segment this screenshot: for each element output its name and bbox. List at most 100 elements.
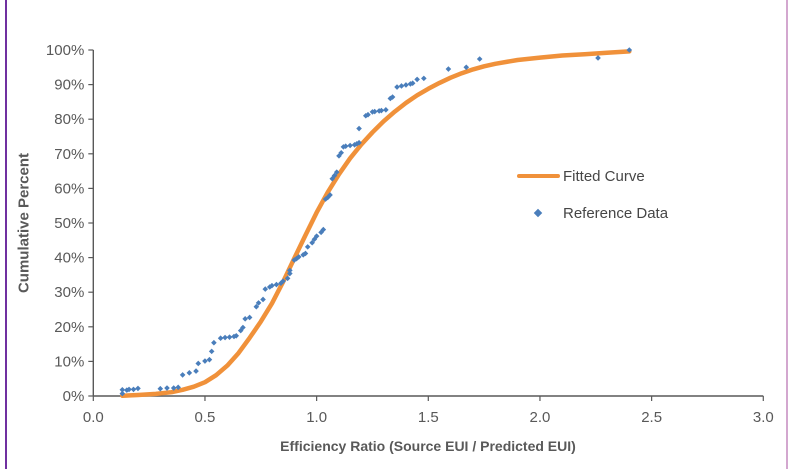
data-point-diamond xyxy=(394,84,400,90)
data-point-diamond xyxy=(226,334,233,340)
data-point-diamond xyxy=(626,47,633,53)
y-tick-label: 20% xyxy=(54,319,84,336)
data-point-diamond xyxy=(164,385,170,391)
legend: Fitted Curve Reference Data xyxy=(517,165,668,224)
data-point-diamond xyxy=(342,143,349,149)
data-point-diamond xyxy=(356,139,362,146)
data-point-diamond xyxy=(338,149,344,156)
y-tick-label: 60% xyxy=(54,180,84,197)
x-tick-label: 2.0 xyxy=(530,409,551,426)
y-tick-label: 0% xyxy=(63,388,85,405)
data-point-diamond xyxy=(407,81,414,87)
data-point-diamond xyxy=(347,142,353,149)
fitted-curve-line xyxy=(120,49,632,398)
data-point-diamond xyxy=(463,64,470,71)
data-point-diamond xyxy=(240,324,246,331)
data-point-diamond xyxy=(322,196,329,202)
data-point-diamond xyxy=(280,278,286,284)
data-point-diamond xyxy=(222,334,228,341)
data-point-diamond xyxy=(273,281,280,288)
data-point-diamond xyxy=(208,348,215,355)
y-tick-label: 70% xyxy=(54,146,84,163)
data-point-diamond xyxy=(266,284,273,290)
y-tick-label: 30% xyxy=(54,284,84,301)
tick-labels: 0.0 0.5 1.0 1.5 2.0 2.5 3.0 0% 10% 20% 30% 40% 50% 60… xyxy=(46,42,774,426)
data-point-diamond xyxy=(126,386,132,393)
data-point-diamond xyxy=(119,386,126,393)
data-point-diamond xyxy=(595,55,601,61)
data-point-diamond xyxy=(287,267,293,274)
tick-marks xyxy=(88,49,764,401)
data-point-diamond xyxy=(231,333,237,340)
data-point-diamond xyxy=(291,257,298,263)
data-point-diamond xyxy=(421,75,427,82)
data-point-diamond xyxy=(237,327,244,334)
data-point-diamond xyxy=(327,192,333,198)
data-point-diamond xyxy=(445,66,452,72)
data-point-diamond xyxy=(336,153,342,159)
data-point-diamond xyxy=(351,142,358,148)
x-tick-label: 0.5 xyxy=(195,409,216,426)
data-point-diamond xyxy=(287,270,293,277)
data-point-diamond xyxy=(331,172,338,179)
data-point-diamond xyxy=(313,233,320,239)
data-point-diamond xyxy=(170,385,177,391)
data-point-diamond xyxy=(202,358,208,364)
data-point-diamond xyxy=(302,250,309,257)
data-point-diamond xyxy=(304,244,311,250)
reference-data-points xyxy=(119,47,633,397)
data-point-diamond xyxy=(414,76,420,83)
data-point-diamond xyxy=(476,56,483,62)
data-point-diamond xyxy=(309,239,315,246)
data-point-diamond xyxy=(284,275,291,282)
legend-item-fitted-curve: Fitted Curve xyxy=(517,165,668,187)
left-border-line xyxy=(5,0,7,469)
data-point-diamond xyxy=(260,296,266,303)
data-point-diamond xyxy=(387,95,394,102)
data-point-diamond xyxy=(123,387,130,393)
data-point-diamond xyxy=(371,108,378,115)
legend-label-reference-data: Reference Data xyxy=(563,204,669,222)
y-tick-label: 10% xyxy=(54,353,84,370)
data-point-diamond xyxy=(320,226,327,233)
x-axis-title: Efficiency Ratio (Source EUI / Predicted… xyxy=(280,438,576,454)
data-point-diamond xyxy=(195,360,202,367)
data-point-diamond xyxy=(278,280,284,287)
data-point-diamond xyxy=(300,252,307,258)
y-tick-label: 80% xyxy=(54,111,84,128)
data-point-diamond xyxy=(217,335,224,342)
data-point-diamond xyxy=(135,385,141,392)
data-point-diamond xyxy=(295,254,302,260)
x-tick-label: 0.0 xyxy=(83,409,104,426)
data-point-diamond xyxy=(193,368,199,374)
data-point-diamond xyxy=(389,94,396,100)
y-axis-title: Cumulative Percent xyxy=(15,152,33,294)
data-point-diamond xyxy=(365,111,371,118)
data-point-diamond xyxy=(130,386,137,393)
data-point-diamond xyxy=(354,140,360,147)
data-point-diamond xyxy=(403,82,409,88)
data-point-diamond xyxy=(246,314,253,321)
data-point-diamond xyxy=(206,356,213,363)
data-point-diamond xyxy=(242,316,248,322)
data-point-diamond xyxy=(175,384,181,391)
x-tick-label: 1.5 xyxy=(418,409,439,426)
fitted-curve-line-icon xyxy=(517,174,561,178)
data-point-diamond xyxy=(318,229,324,236)
data-point-diamond xyxy=(378,107,385,114)
data-point-diamond xyxy=(253,303,260,310)
y-tick-label: 90% xyxy=(54,77,84,94)
right-border-line xyxy=(786,0,788,469)
reference-data-diamond-icon xyxy=(517,208,561,218)
data-point-diamond xyxy=(409,80,416,87)
data-point-diamond xyxy=(255,300,262,306)
x-tick-label: 3.0 xyxy=(753,409,774,426)
legend-label-fitted-curve: Fitted Curve xyxy=(563,167,645,185)
data-point-diamond xyxy=(356,125,362,132)
x-tick-label: 2.5 xyxy=(641,409,662,426)
data-point-diamond xyxy=(186,370,193,376)
data-point-diamond xyxy=(119,390,126,397)
data-point-diamond xyxy=(233,332,240,339)
data-point-diamond xyxy=(211,339,217,346)
